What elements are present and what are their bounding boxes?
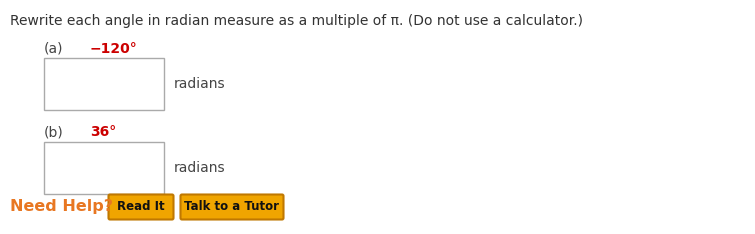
FancyBboxPatch shape bbox=[180, 194, 283, 219]
Text: Read It: Read It bbox=[117, 201, 165, 213]
Text: −120°: −120° bbox=[90, 42, 137, 56]
Text: 36°: 36° bbox=[90, 125, 116, 139]
Text: Talk to a Tutor: Talk to a Tutor bbox=[184, 201, 279, 213]
Text: (b): (b) bbox=[44, 125, 63, 139]
FancyBboxPatch shape bbox=[44, 142, 164, 194]
FancyBboxPatch shape bbox=[44, 58, 164, 110]
FancyBboxPatch shape bbox=[109, 194, 174, 219]
Text: (a): (a) bbox=[44, 42, 63, 56]
Text: Rewrite each angle in radian measure as a multiple of π. (Do not use a calculato: Rewrite each angle in radian measure as … bbox=[10, 14, 583, 28]
Text: radians: radians bbox=[174, 161, 226, 175]
Text: Need Help?: Need Help? bbox=[10, 200, 113, 215]
Text: radians: radians bbox=[174, 77, 226, 91]
